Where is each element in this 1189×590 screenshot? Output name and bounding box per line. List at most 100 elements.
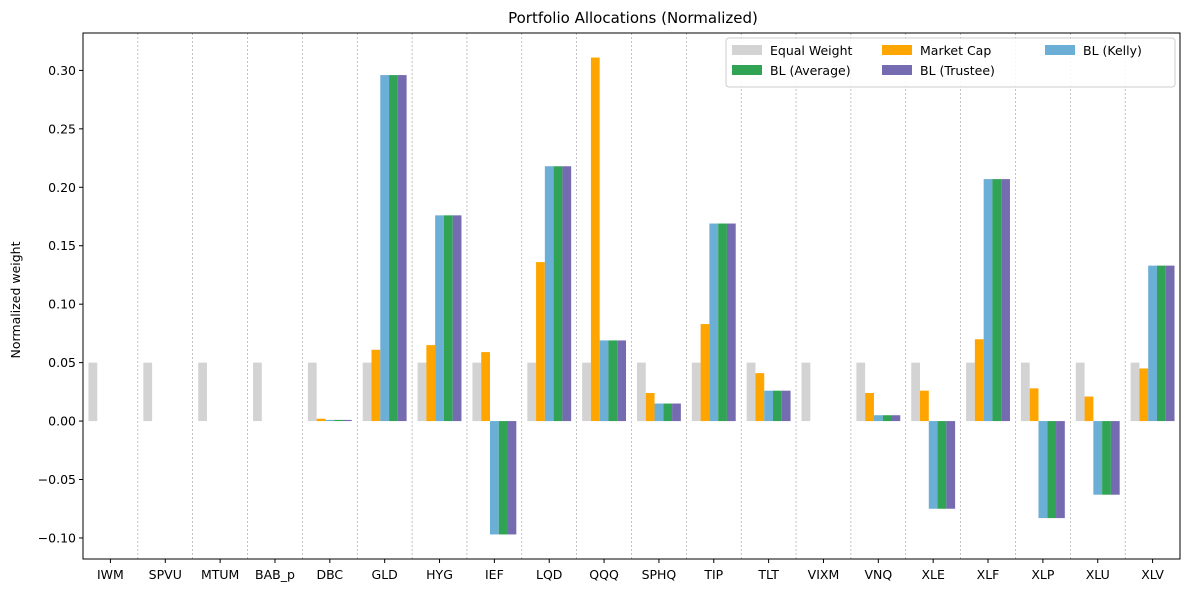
x-tick-label: TIP bbox=[703, 567, 723, 582]
bar bbox=[253, 362, 262, 422]
bar bbox=[334, 419, 343, 422]
bars bbox=[88, 57, 1175, 535]
bar bbox=[946, 421, 956, 509]
bar bbox=[1102, 421, 1111, 495]
bar bbox=[974, 339, 984, 422]
bar bbox=[1029, 388, 1039, 422]
bar bbox=[1165, 265, 1175, 422]
bar bbox=[636, 362, 646, 422]
bar bbox=[435, 215, 444, 422]
y-tick-label: 0.10 bbox=[48, 297, 76, 312]
bar bbox=[198, 362, 207, 422]
bar bbox=[1001, 179, 1010, 422]
bar bbox=[325, 419, 335, 422]
bar bbox=[426, 345, 436, 422]
x-tick-label: DBC bbox=[316, 567, 343, 582]
bar bbox=[307, 362, 317, 422]
bar bbox=[389, 75, 398, 422]
x-tick-label: XLU bbox=[1086, 567, 1110, 582]
bar bbox=[342, 419, 352, 422]
plot-frame bbox=[82, 32, 1181, 560]
bar bbox=[380, 75, 390, 422]
bar bbox=[481, 352, 490, 422]
legend-swatch bbox=[732, 45, 762, 55]
bar bbox=[417, 362, 427, 422]
legend-swatch bbox=[882, 45, 912, 55]
bar bbox=[371, 349, 381, 422]
bar bbox=[1156, 265, 1166, 422]
bar bbox=[983, 179, 993, 422]
legend-swatch bbox=[882, 65, 912, 75]
bar bbox=[1020, 362, 1030, 422]
bar bbox=[88, 362, 98, 422]
bar bbox=[856, 362, 866, 422]
bar bbox=[562, 166, 572, 422]
bar bbox=[755, 373, 765, 422]
legend-label: BL (Kelly) bbox=[1083, 43, 1142, 58]
y-tick-label: 0.30 bbox=[48, 63, 76, 78]
bar bbox=[1038, 421, 1048, 519]
bar bbox=[891, 415, 901, 422]
bar bbox=[472, 362, 482, 422]
x-tick-label: TLT bbox=[757, 567, 779, 582]
bar bbox=[582, 362, 591, 422]
bar bbox=[1130, 362, 1140, 422]
bar bbox=[1093, 421, 1103, 495]
legend-swatch bbox=[1045, 45, 1075, 55]
legend-swatch bbox=[732, 65, 762, 75]
y-tick-label: −0.10 bbox=[38, 530, 76, 545]
bar bbox=[617, 340, 627, 422]
bar bbox=[316, 418, 326, 422]
bar bbox=[1047, 421, 1057, 519]
legend-label: BL (Average) bbox=[770, 63, 851, 78]
x-tick-label: HYG bbox=[426, 567, 453, 582]
x-tick-label: IWM bbox=[97, 567, 124, 582]
bar bbox=[536, 262, 545, 422]
x-tick-label: XLP bbox=[1031, 567, 1055, 582]
bar bbox=[672, 403, 681, 422]
bar bbox=[691, 362, 701, 422]
bar bbox=[1084, 396, 1094, 422]
x-tick-label: VIXM bbox=[808, 567, 840, 582]
bar bbox=[1075, 362, 1085, 422]
bar bbox=[143, 362, 153, 422]
bar bbox=[865, 393, 874, 422]
y-axis-label: Normalized weight bbox=[8, 241, 23, 358]
category-separators bbox=[137, 33, 1126, 559]
bar bbox=[709, 223, 719, 422]
bar bbox=[928, 421, 938, 509]
bar bbox=[882, 415, 892, 422]
x-tick-label: IEF bbox=[485, 567, 504, 582]
legend-label: Equal Weight bbox=[770, 43, 853, 58]
bar bbox=[663, 403, 673, 422]
x-tick-label: VNQ bbox=[864, 567, 892, 582]
bar bbox=[1139, 368, 1149, 422]
bar bbox=[1110, 421, 1120, 495]
legend: Equal Weight Market Cap BL (Kelly) BL (Aver… bbox=[725, 37, 1176, 88]
x-tick-label: QQQ bbox=[589, 567, 619, 582]
bar bbox=[992, 179, 1002, 422]
bar bbox=[590, 57, 600, 422]
y-tick-label: 0.25 bbox=[48, 121, 76, 136]
x-tick-label: XLE bbox=[921, 567, 945, 582]
bar bbox=[801, 362, 811, 422]
bar bbox=[507, 421, 517, 535]
bar bbox=[1056, 421, 1065, 519]
bar bbox=[654, 403, 664, 422]
y-tick-label: 0.20 bbox=[48, 180, 76, 195]
bar bbox=[966, 362, 975, 422]
x-tick-label: SPVU bbox=[149, 567, 182, 582]
bar bbox=[700, 324, 710, 422]
bar bbox=[873, 415, 883, 422]
x-tick-label: BAB_p bbox=[255, 567, 295, 582]
bar bbox=[489, 421, 499, 535]
axes: −0.10 −0.05 0.00 0.05 0.10 0.15 0.20 0.25 0.30 IW… bbox=[38, 32, 1181, 582]
legend-label: BL (Trustee) bbox=[920, 63, 995, 78]
bar bbox=[726, 223, 736, 422]
legend-label: Market Cap bbox=[920, 43, 991, 58]
bar bbox=[764, 390, 774, 422]
bar bbox=[397, 75, 407, 422]
bar bbox=[452, 215, 462, 422]
bar bbox=[718, 223, 727, 422]
